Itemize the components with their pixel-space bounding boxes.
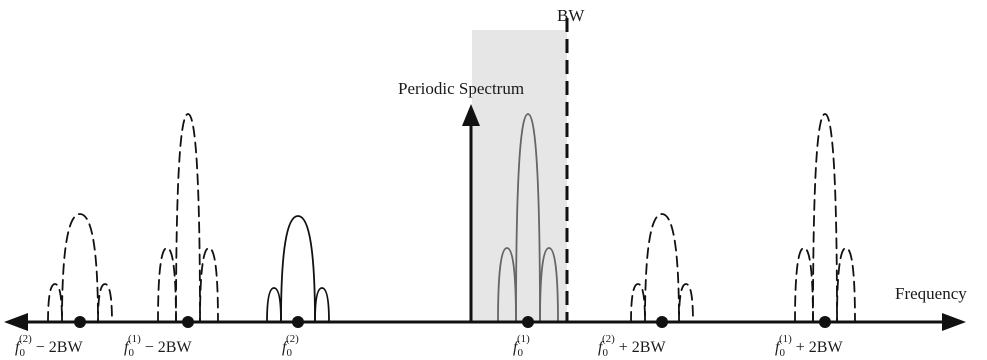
marker-f02-minus-2bw: [74, 316, 86, 328]
periodic-spectrum-label: Periodic Spectrum: [398, 79, 524, 98]
side-lobe-left: [267, 288, 281, 322]
main-lobe: [813, 114, 837, 322]
marker-f02: [292, 316, 304, 328]
main-lobe: [176, 114, 200, 322]
tick-label-f02-plus-2bw: f0(2) + 2BW: [598, 333, 666, 359]
frequency-axis-arrowhead-left: [4, 313, 28, 331]
spectral-lobes: [48, 114, 855, 322]
marker-f01-minus-2bw: [182, 316, 194, 328]
side-lobe-right: [837, 248, 855, 322]
tick-label-f01-plus-2bw: f0(1) + 2BW: [775, 333, 843, 359]
side-lobe-left: [158, 248, 176, 322]
side-lobe-left: [795, 248, 813, 322]
side-lobe-right: [315, 288, 329, 322]
tick-label-f02-minus-2bw: f0(2) − 2BW: [15, 333, 83, 359]
bandwidth-shaded-region: [472, 30, 567, 322]
lobe-group-f02-plus-2bw: [631, 214, 693, 322]
lobe-group-f01-minus-2bw: [158, 114, 218, 322]
side-lobe-left: [48, 284, 62, 322]
main-lobe: [62, 214, 98, 322]
side-lobe-right: [98, 284, 112, 322]
lobe-group-f02: [267, 216, 329, 322]
side-lobe-right: [200, 248, 218, 322]
marker-f01-plus-2bw: [819, 316, 831, 328]
main-lobe: [645, 214, 679, 322]
frequency-label: Frequency: [895, 284, 967, 303]
tick-label-f02: f0(2): [282, 333, 299, 359]
tick-labels: f0(2) − 2BW f0(1) − 2BW f0(2) f0(1) f0(2) + …: [15, 333, 843, 359]
lobe-group-f02-minus-2bw: [48, 214, 112, 322]
tick-label-f01: f0(1): [513, 333, 530, 359]
tick-label-f01-minus-2bw: f0(1) − 2BW: [124, 333, 192, 359]
marker-f01: [522, 316, 534, 328]
marker-f02-plus-2bw: [656, 316, 668, 328]
main-lobe: [281, 216, 315, 322]
bw-label: BW: [557, 6, 585, 25]
side-lobe-left: [631, 284, 645, 322]
lobe-group-f01-plus-2bw: [795, 114, 855, 322]
side-lobe-right: [679, 284, 693, 322]
frequency-axis-arrowhead-right: [942, 313, 966, 331]
